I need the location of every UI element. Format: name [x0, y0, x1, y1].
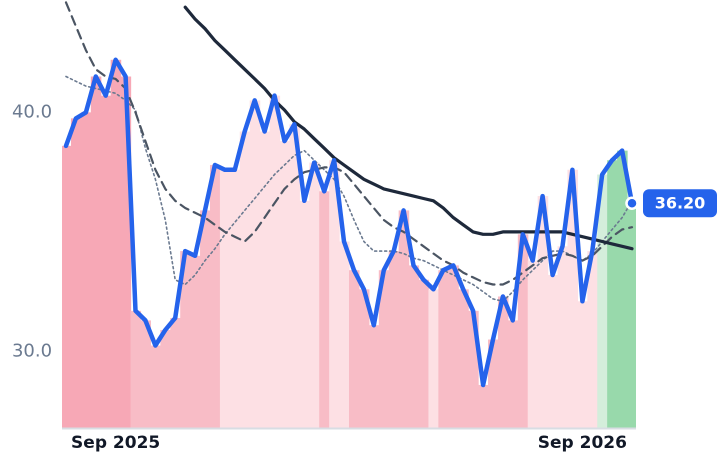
area-bar: [388, 251, 400, 428]
value-label: 36.20: [655, 194, 706, 213]
series-line: [64, 1, 634, 286]
area-bar: [408, 265, 420, 428]
series-line: [65, 75, 633, 303]
area-bar: [368, 325, 380, 428]
area-bar: [219, 169, 231, 428]
area-bar: [299, 200, 310, 428]
area-bar: [448, 265, 459, 428]
area-bar: [587, 251, 598, 428]
area-bar: [358, 289, 370, 428]
area-bar: [428, 289, 439, 428]
area-bar: [378, 270, 390, 428]
area-bar: [547, 274, 559, 428]
y-tick-label: 40.0: [12, 101, 52, 122]
area-bar: [309, 162, 320, 428]
area-bar: [209, 164, 221, 428]
area-bar: [200, 210, 211, 428]
area-bar: [170, 318, 181, 428]
value-badge: [643, 189, 717, 218]
series-line: [183, 5, 634, 251]
x-tick-label: Sep 2025: [71, 433, 160, 453]
area-bar: [527, 260, 539, 428]
area-bar: [607, 160, 618, 428]
area-bar: [557, 246, 569, 428]
area-bar: [259, 131, 271, 428]
area-bar: [468, 310, 479, 428]
area-bar: [80, 112, 92, 428]
area-bar: [627, 203, 636, 428]
area-bar: [180, 251, 191, 428]
area-bar: [349, 270, 360, 428]
series-line: [63, 57, 635, 388]
area-bar: [497, 296, 509, 428]
area-bar: [577, 301, 588, 428]
area-bar: [229, 169, 241, 428]
area-bar: [239, 131, 251, 428]
area-bar: [150, 345, 161, 428]
area-bar: [319, 191, 330, 428]
area-bar: [160, 329, 171, 428]
area-bar: [617, 150, 628, 428]
y-tick-label: 30.0: [12, 340, 52, 361]
area-bar: [90, 76, 102, 428]
area-bar: [120, 76, 132, 428]
area-bar: [62, 145, 72, 428]
area-bar: [507, 320, 519, 428]
area-bar: [130, 310, 142, 428]
area-bar: [249, 100, 261, 428]
area-bar: [567, 169, 578, 428]
area-bar: [478, 384, 489, 428]
area-bar: [339, 241, 350, 428]
area-bar: [269, 95, 281, 428]
area-bar: [597, 174, 608, 428]
area-bar: [537, 196, 549, 428]
area-bar: [100, 95, 112, 428]
area-bar: [140, 320, 152, 428]
area-bar: [289, 124, 300, 428]
area-bar: [279, 141, 291, 428]
x-tick-label: Sep 2026: [538, 433, 627, 453]
area-bar: [70, 118, 82, 428]
area-bar: [488, 339, 499, 428]
area-bar: [438, 270, 449, 428]
area-bar: [418, 279, 430, 428]
last-point: [625, 196, 639, 210]
area-bar: [190, 255, 201, 428]
area-bar: [110, 59, 122, 428]
area-bar: [398, 210, 410, 428]
area-bar: [458, 289, 469, 428]
area-bar: [329, 160, 340, 428]
area-bar: [517, 234, 529, 428]
